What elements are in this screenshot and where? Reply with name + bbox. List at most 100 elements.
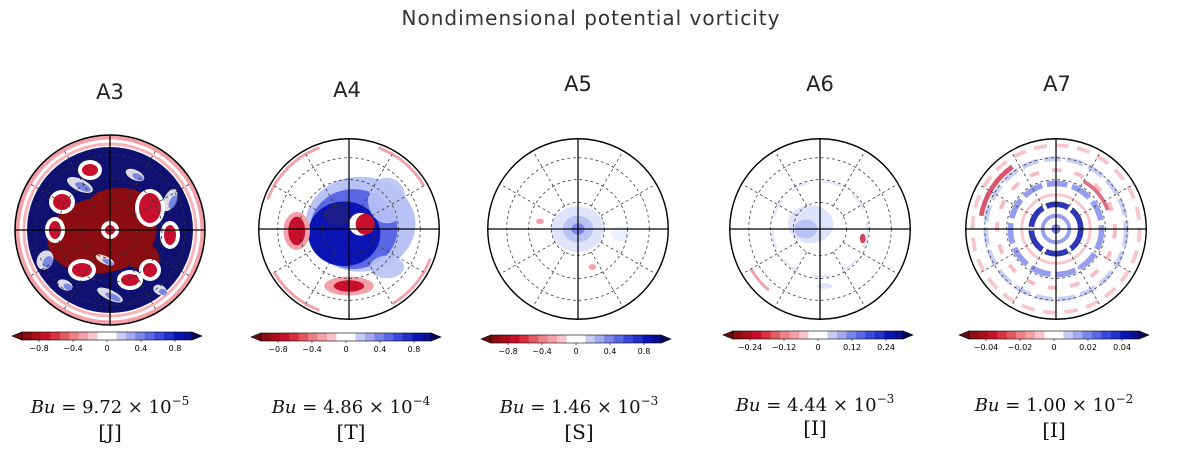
plot-border (729, 138, 911, 320)
colorbar: −0.24 −0.12 0 0.12 0.24 (722, 330, 914, 352)
panel-title: A6 (806, 72, 834, 96)
colorbar-tick-label: −0.8 (268, 345, 287, 354)
contour-patch (72, 263, 92, 277)
colorbar-tick-label: 0.8 (408, 345, 421, 354)
colorbar-swatch (1025, 331, 1036, 339)
colorbar-swatch (585, 335, 596, 343)
bu-exponent: −3 (640, 394, 659, 408)
colorbar-extend-low (722, 330, 734, 340)
colorbar-tick-label: 0 (1051, 343, 1056, 352)
colorbar-tick-label: −0.12 (772, 343, 797, 352)
colorbar-swatch (97, 332, 108, 340)
colorbar-tick-label: −0.4 (302, 345, 321, 354)
grid-spoke (134, 243, 193, 278)
panel-a4: A4 −0.8 −0.4 0 0.4 0.8 Bu = 4.86 × 10−4 [T] (237, 0, 477, 455)
grid-spoke (27, 182, 86, 217)
colorbar-swatch (346, 333, 356, 341)
regime-label: [T] (336, 420, 366, 444)
grid-spoke (532, 150, 566, 207)
bu-exponent: −5 (171, 394, 190, 408)
colorbar-tick-label: −0.4 (532, 347, 551, 356)
contour-patch (324, 203, 351, 227)
grid-spoke (590, 150, 624, 207)
contour-patch (143, 263, 157, 277)
bu-symbol: Bu (735, 395, 761, 416)
colorbar-swatch (623, 335, 633, 343)
colorbar-swatch (770, 331, 781, 339)
colorbar-swatch (383, 333, 394, 341)
colorbar-swatch (799, 331, 809, 339)
plot-border (14, 134, 206, 326)
bu-symbol: Bu (271, 397, 297, 418)
colorbar-swatch (566, 335, 577, 343)
grid-spoke (371, 183, 428, 217)
colorbar-tick-label: 0 (815, 343, 820, 352)
colorbar-tick-label: −0.8 (29, 344, 48, 353)
colorbar-swatch (884, 331, 894, 339)
grid-spoke (842, 241, 899, 275)
colorbar-tick-label: 0.12 (843, 343, 861, 352)
contour-patch (288, 216, 306, 246)
contour-arc (391, 258, 432, 306)
contour-arc (266, 146, 320, 200)
contour-patch (158, 288, 168, 296)
colorbar-extend-high (660, 334, 672, 344)
colorbar-swatch (270, 333, 281, 341)
grid-spoke (361, 251, 395, 308)
colorbar-swatch (163, 332, 174, 340)
colorbar-swatch (613, 335, 624, 343)
colorbar-swatch (761, 331, 771, 339)
colorbar-tick-label: 0 (573, 347, 578, 356)
colorbar-swatch (135, 332, 145, 340)
contour-patch (52, 234, 88, 266)
panel-a5: A5 −0.8 −0.4 0 0.4 0.8 Bu = 1.46 × 10−3 [S] (467, 0, 707, 455)
grid-spoke (600, 241, 657, 275)
colorbar: −0.8 −0.4 0 0.4 0.8 (250, 332, 442, 354)
contour-arc (378, 146, 426, 187)
colorbar-extend-low (250, 332, 262, 342)
grid-spoke (303, 150, 337, 207)
colorbar-swatch (327, 333, 337, 341)
colorbar-swatch (88, 332, 98, 340)
colorbar-swatch (308, 333, 318, 341)
grid-spoke (741, 183, 798, 217)
bu-mantissa: 1.46 (551, 397, 592, 418)
panel-title: A3 (96, 80, 124, 104)
contour-patch (355, 213, 375, 235)
plot-border (965, 138, 1147, 320)
colorbar-tick-label: −0.04 (974, 343, 999, 352)
colorbar-swatch (987, 331, 998, 339)
colorbar-swatch (154, 332, 164, 340)
contour-patch (588, 264, 597, 270)
colorbar-tick-label: −0.8 (498, 347, 517, 356)
contour-patch (611, 226, 631, 242)
grid-spoke (123, 254, 158, 313)
colorbar-swatch (402, 333, 413, 341)
colorbar: −0.8 −0.4 0 0.4 0.8 (480, 334, 672, 356)
regime-label: [I] (803, 416, 827, 440)
grid-spoke (270, 241, 327, 275)
panel-a3: A3 −0.8 −0.4 0 0.4 0.8 Bu = 9.72 × 10−5 [J] (0, 0, 240, 455)
colorbar-swatch (491, 335, 501, 343)
colorbar-swatch (733, 331, 743, 339)
colorbar-tick-label: 0.4 (135, 344, 148, 353)
colorbar-swatch (604, 335, 614, 343)
grid-spoke (1068, 150, 1102, 207)
contour-patch (368, 177, 406, 224)
colorbar-swatch (978, 331, 989, 339)
contour-patch (105, 292, 121, 302)
colorbar-swatch (279, 333, 290, 341)
colorbar-swatch (336, 333, 347, 341)
polar-plot (14, 134, 206, 326)
colorbar-tick-label: 0.8 (169, 344, 182, 353)
colorbar-tick-label: −0.24 (738, 343, 763, 352)
colorbar-swatch (22, 332, 32, 340)
bu-mantissa: 4.44 (787, 395, 828, 416)
bu-mantissa: 1.00 (1026, 395, 1067, 416)
contour-patch (42, 256, 54, 268)
colorbar-swatch (40, 332, 51, 340)
colorbar-swatch (519, 335, 529, 343)
grid-spoke (1010, 150, 1044, 207)
colorbar-swatch (808, 331, 819, 339)
panel-a7: A7 −0.04 −0.02 0 0.02 0.04 Bu = 1.00 × 10−2 … (942, 0, 1182, 455)
